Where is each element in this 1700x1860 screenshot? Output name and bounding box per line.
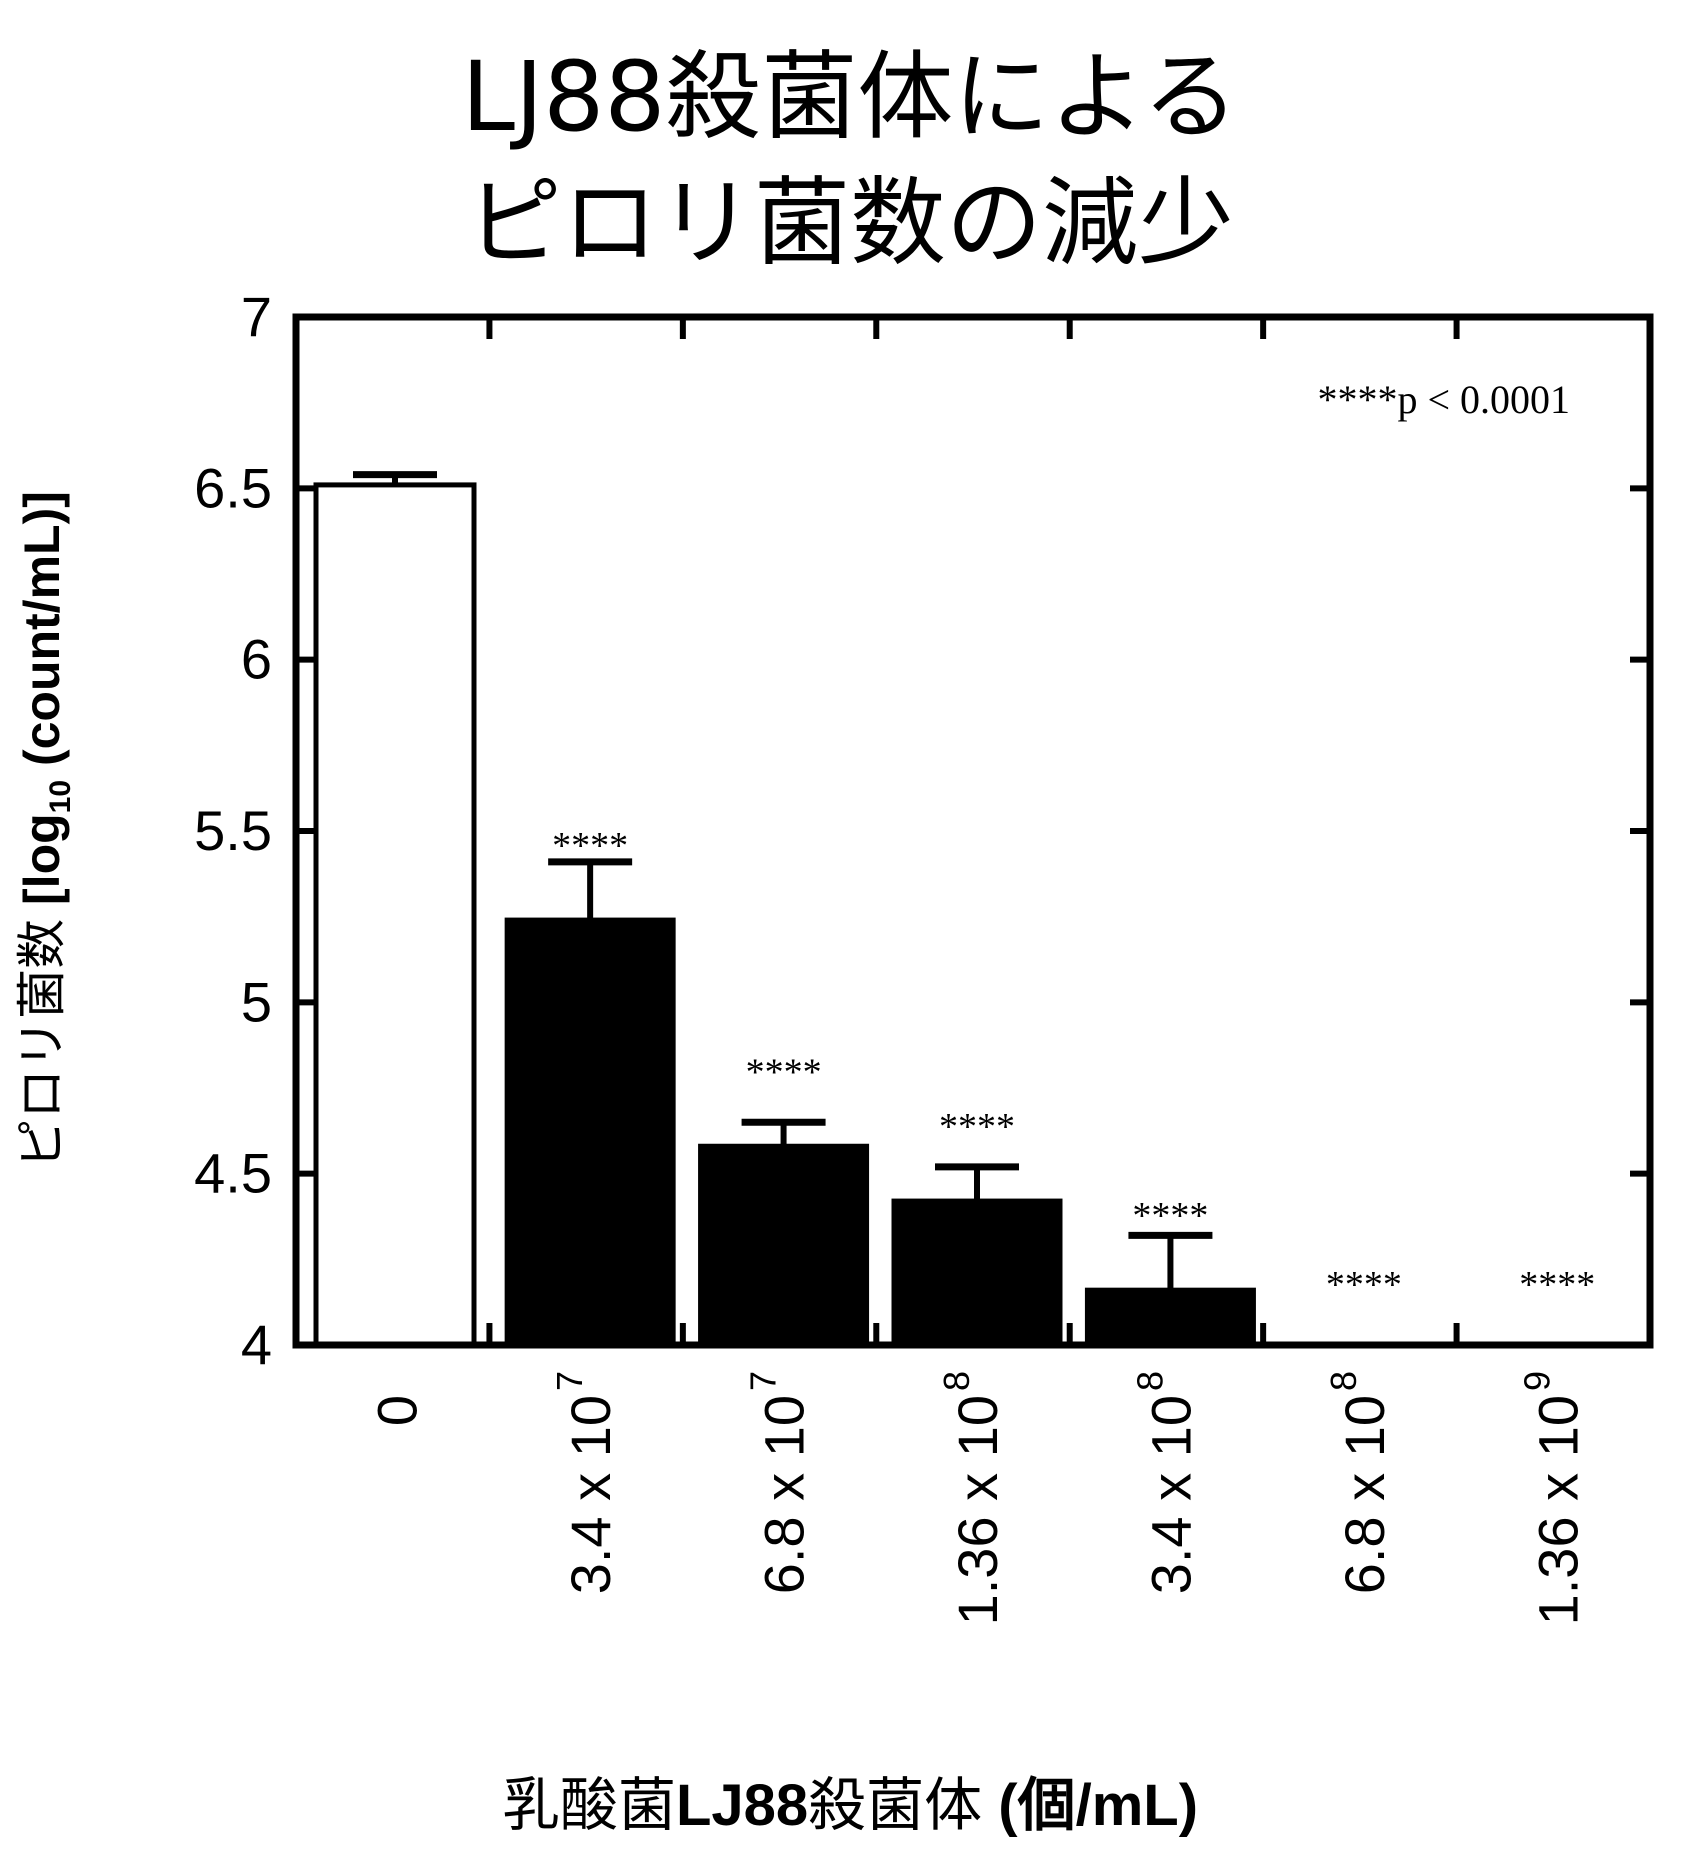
y-tick-label: 5.5 <box>194 799 272 862</box>
chart-title-line2: ピロリ菌数の減少 <box>466 167 1234 279</box>
bar <box>504 917 676 1348</box>
svg-text:3.4 x 10: 3.4 x 10 <box>559 1395 622 1594</box>
x-tick-label: 6.8 x 10 7 <box>743 1371 816 1594</box>
svg-text:9: 9 <box>1516 1371 1557 1391</box>
svg-text:6.8 x 10: 6.8 x 10 <box>1333 1395 1396 1594</box>
bar <box>698 1143 870 1348</box>
y-tick-label: 4.5 <box>194 1142 272 1205</box>
bar <box>891 1198 1063 1348</box>
y-tick-label: 7 <box>241 285 272 348</box>
x-tick-label: 1.36 x 10 9 <box>1516 1371 1589 1625</box>
bar <box>1084 1287 1256 1348</box>
x-tick-label: 0 <box>366 1395 429 1426</box>
svg-text:1.36 x 10: 1.36 x 10 <box>946 1395 1009 1625</box>
x-axis-title: 乳酸菌LJ88殺菌体 (個/mL) <box>501 1773 1199 1838</box>
y-axis-title-text: ピロリ菌数 <box>14 904 70 1169</box>
y-tick-label: 6 <box>241 628 272 691</box>
significance-marker: **** <box>746 1051 822 1093</box>
bar <box>313 482 477 1348</box>
svg-text:7: 7 <box>549 1371 590 1391</box>
svg-text:8: 8 <box>936 1371 977 1391</box>
y-tick-label: 4 <box>241 1313 272 1376</box>
y-tick-label: 5 <box>241 970 272 1033</box>
plot-frame <box>292 313 1654 1349</box>
significance-marker: **** <box>939 1106 1015 1148</box>
significance-marker: **** <box>1519 1264 1595 1306</box>
svg-text:3.4 x 10: 3.4 x 10 <box>1139 1395 1202 1594</box>
significance-marker: **** <box>552 825 628 867</box>
x-tick-label: 6.8 x 10 8 <box>1323 1371 1396 1594</box>
svg-text:0: 0 <box>366 1395 429 1426</box>
significance-marker: **** <box>1132 1195 1208 1237</box>
y-axis-title-unit: [log10 (count/mL)] <box>14 491 77 905</box>
svg-text:1.36 x 10: 1.36 x 10 <box>1526 1395 1589 1625</box>
x-tick-label: 3.4 x 10 7 <box>549 1371 622 1594</box>
svg-text:6.8 x 10: 6.8 x 10 <box>753 1395 816 1594</box>
x-tick-label: 1.36 x 10 8 <box>936 1371 1009 1625</box>
svg-text:7: 7 <box>743 1371 784 1391</box>
y-tick-label: 6.5 <box>194 456 272 519</box>
x-tick-label: 3.4 x 10 8 <box>1129 1371 1202 1594</box>
significance-marker: **** <box>1326 1264 1402 1306</box>
p-value-annotation: ****p < 0.0001 <box>1317 377 1570 422</box>
svg-text:8: 8 <box>1129 1371 1170 1391</box>
svg-text:8: 8 <box>1323 1371 1364 1391</box>
chart-title-line1: LJ88殺菌体による <box>461 41 1239 153</box>
